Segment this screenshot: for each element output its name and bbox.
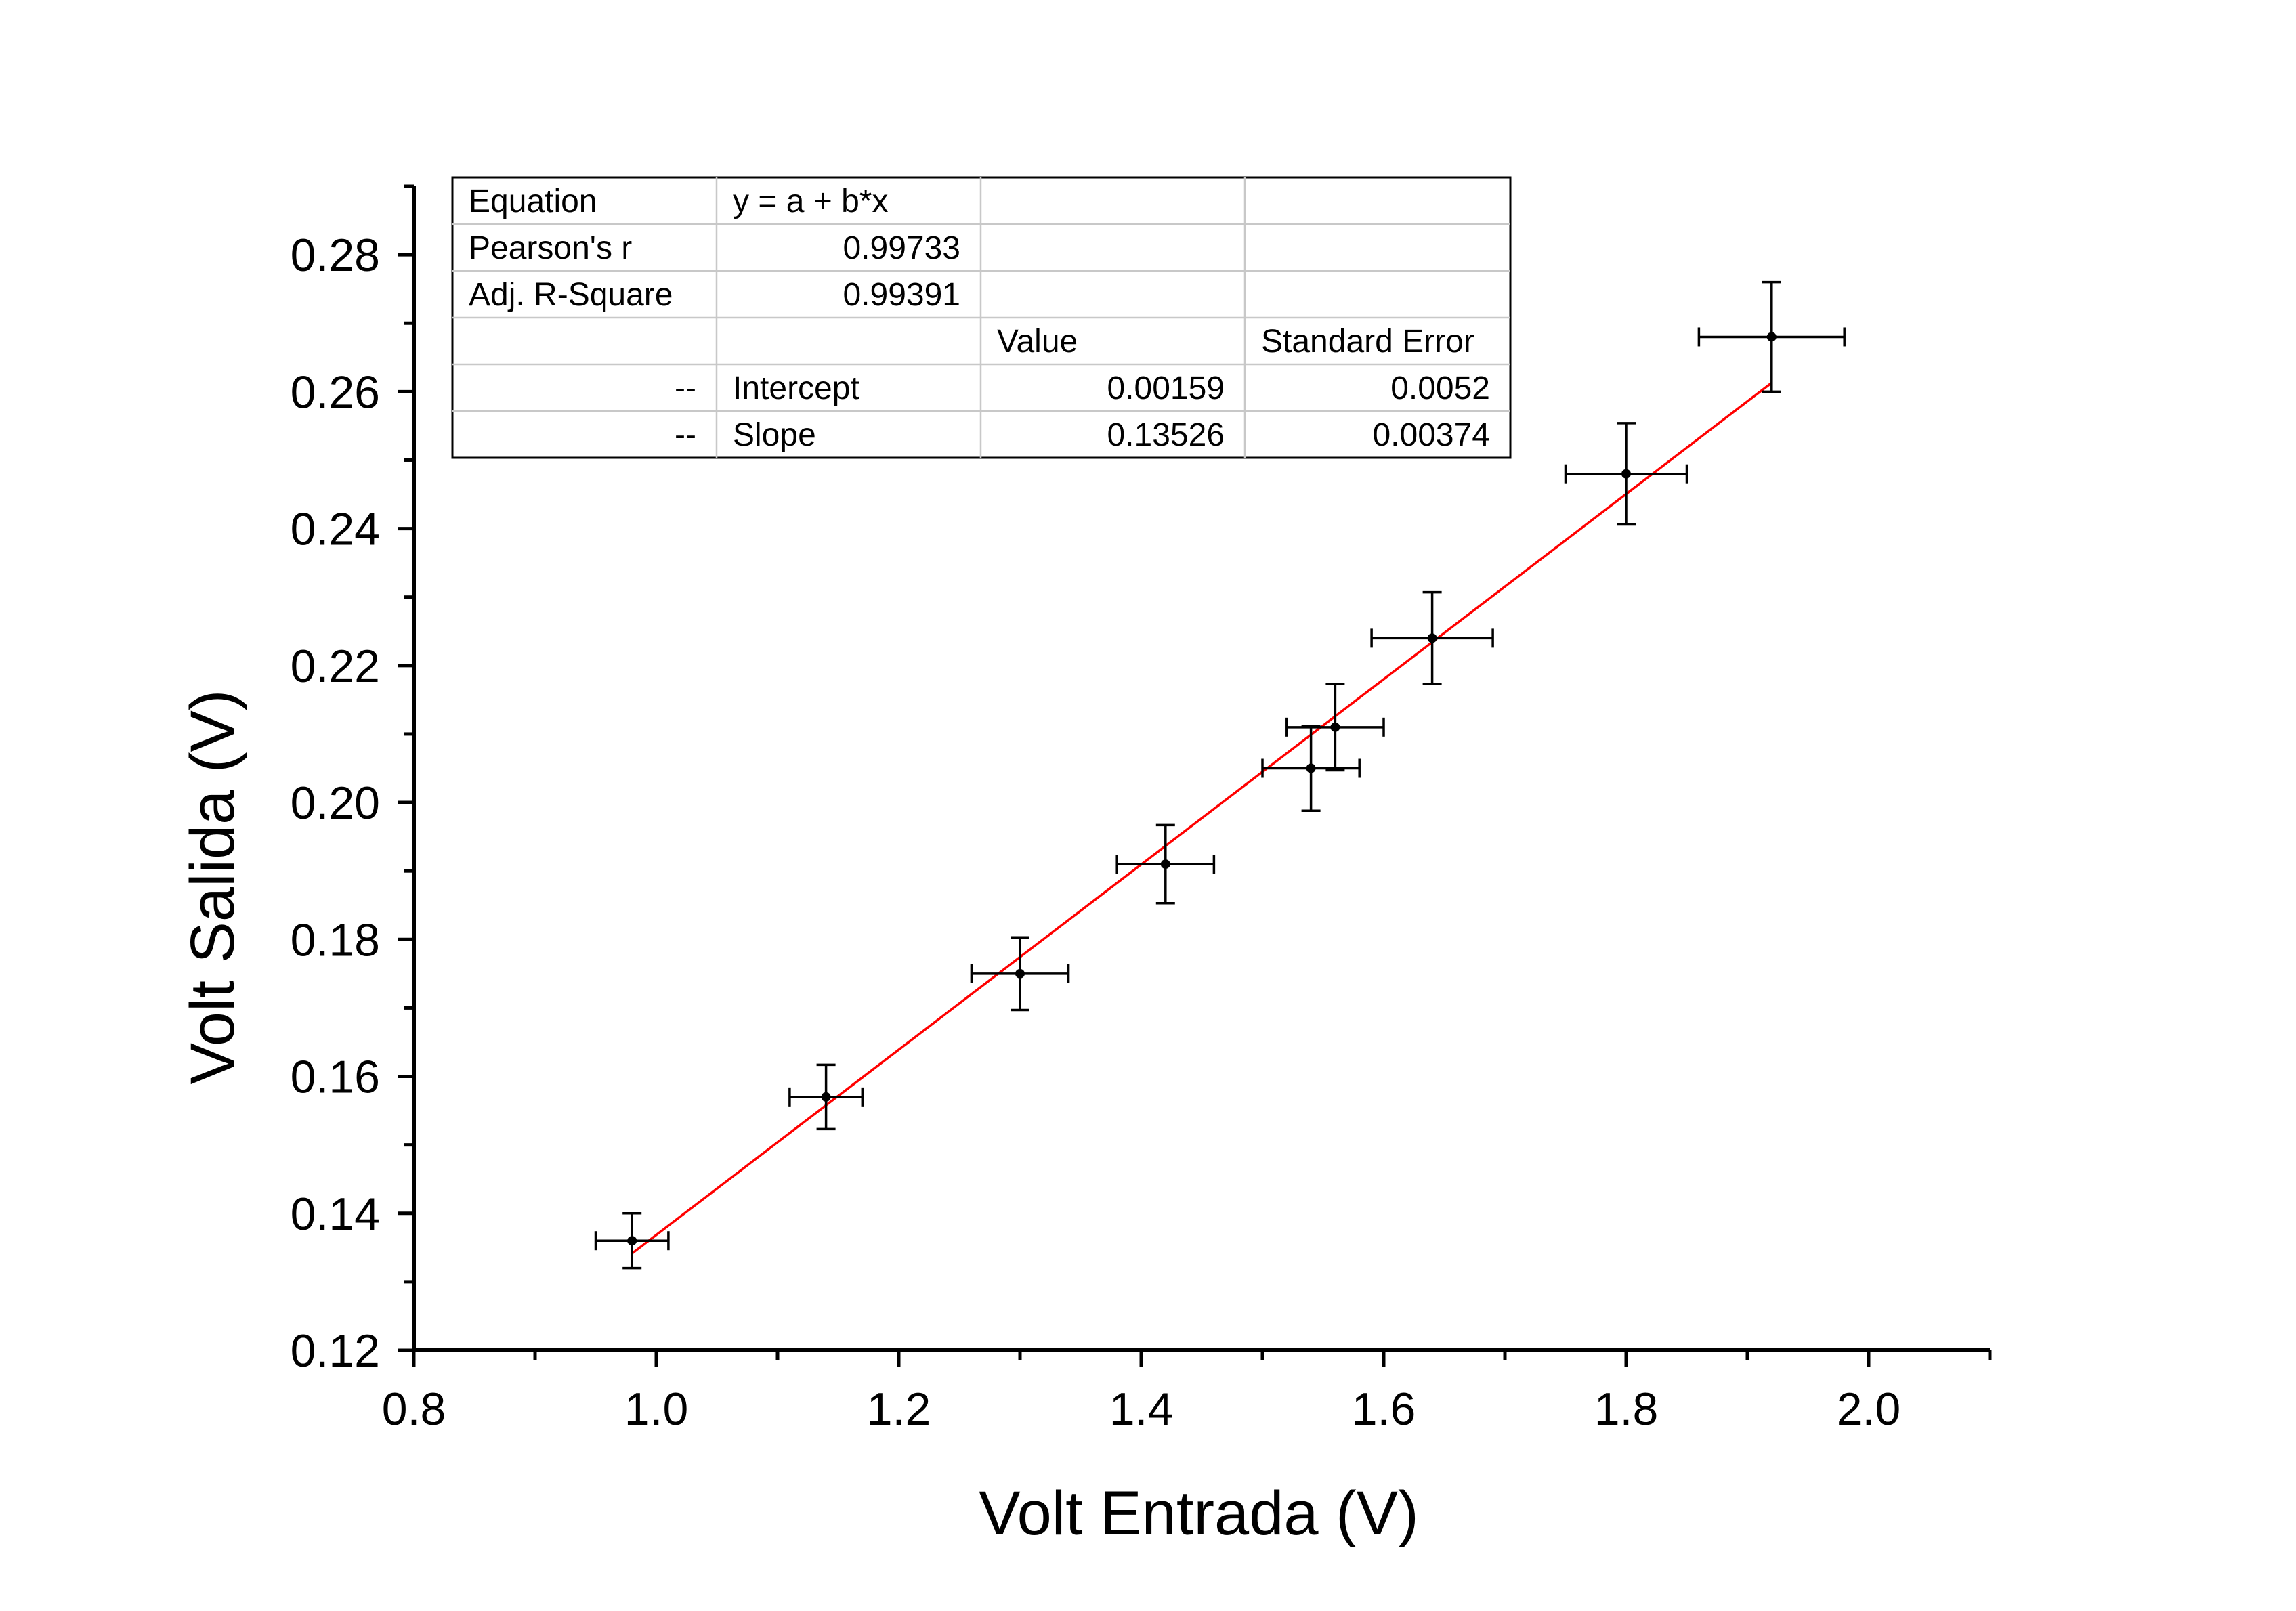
fit-line-group: [631, 381, 1772, 1255]
y-axis-title: Volt Salida (V): [178, 690, 247, 1085]
data-point: [1697, 280, 1846, 393]
table-cell: Equation: [469, 184, 597, 219]
table-cell: y = a + b*x: [733, 184, 888, 219]
y-tick-label: 0.28: [291, 230, 380, 281]
data-point: [1564, 422, 1688, 526]
table-cell: 0.00159: [1107, 370, 1225, 406]
y-tick-label: 0.26: [291, 366, 380, 418]
data-marker: [1160, 859, 1170, 869]
table-cell: Pearson's r: [469, 230, 632, 266]
y-tick-label: 0.20: [291, 777, 380, 829]
table-cell: 0.00374: [1372, 417, 1490, 453]
fit-results-table: Equation y = a + b*x Pearson's r 0.99733 Adj…: [451, 176, 1512, 459]
data-points: [594, 280, 1846, 1270]
x-tick-label: 0.8: [382, 1383, 446, 1435]
data-marker: [1306, 763, 1316, 773]
data-point: [1115, 823, 1216, 905]
data-marker: [1330, 722, 1340, 732]
x-tick-label: 2.0: [1837, 1383, 1901, 1435]
y-tick-label: 0.12: [291, 1325, 380, 1377]
x-tick-label: 1.8: [1594, 1383, 1659, 1435]
data-point: [1261, 725, 1361, 812]
table-cell: Adj. R-Square: [469, 277, 673, 313]
data-point: [1285, 683, 1385, 772]
x-tick-label: 1.2: [867, 1383, 931, 1435]
table-cell: --: [675, 370, 696, 406]
data-point: [1370, 590, 1494, 685]
y-tick-label: 0.22: [291, 641, 380, 692]
table-cell: Standard Error: [1261, 324, 1474, 360]
y-tick-label: 0.14: [291, 1188, 380, 1240]
data-marker: [1427, 633, 1437, 643]
data-point: [594, 1212, 670, 1270]
axes: 0.8 1.0 1.2 1.4 1.6 1.8 2.0 0.12 0.14 0.16 0.18 0.2…: [291, 184, 1992, 1435]
y-tick-label: 0.18: [291, 914, 380, 966]
table-cell: 0.99391: [843, 277, 960, 313]
data-point: [970, 936, 1070, 1012]
x-tick-label: 1.4: [1109, 1383, 1174, 1435]
data-marker: [821, 1092, 831, 1102]
fit-line: [631, 381, 1772, 1255]
data-marker: [1621, 469, 1631, 479]
table-cell: --: [675, 417, 696, 453]
x-tick-label: 1.0: [624, 1383, 689, 1435]
y-tick-label: 0.24: [291, 504, 380, 555]
table-cell: Slope: [733, 417, 816, 453]
table-cell: Value: [997, 324, 1078, 360]
table-cell: 0.13526: [1107, 417, 1225, 453]
table-cell: 0.0052: [1390, 370, 1490, 406]
data-marker: [1766, 332, 1777, 342]
data-point: [788, 1063, 864, 1131]
table-cell: Intercept: [733, 370, 859, 406]
data-marker: [1015, 968, 1025, 979]
x-tick-label: 1.6: [1352, 1383, 1416, 1435]
table-cell: 0.99733: [843, 230, 960, 266]
data-marker: [627, 1236, 637, 1246]
x-axis-title: Volt Entrada (V): [979, 1479, 1418, 1548]
y-tick-label: 0.16: [291, 1052, 380, 1103]
